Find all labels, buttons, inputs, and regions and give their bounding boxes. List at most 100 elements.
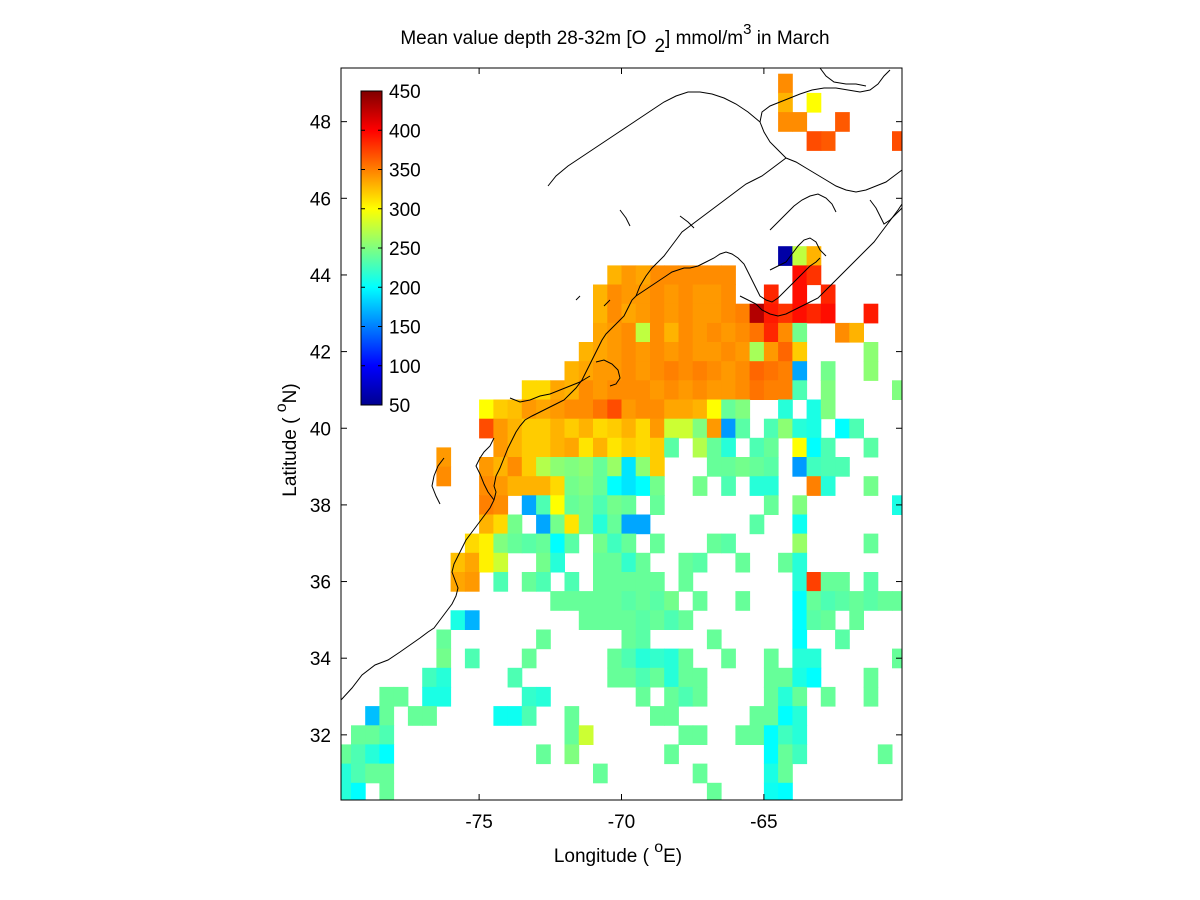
heatmap-cell bbox=[621, 322, 637, 343]
heatmap-cell bbox=[792, 457, 808, 477]
heatmap-cell bbox=[341, 782, 352, 800]
heatmap-cell bbox=[607, 418, 622, 439]
heatmap-cell bbox=[578, 476, 594, 496]
heatmap-cell bbox=[749, 457, 765, 477]
heatmap-cell bbox=[721, 418, 736, 439]
heatmap-cell bbox=[749, 476, 765, 496]
y-tick-label: 42 bbox=[310, 343, 331, 364]
ylabel-post: N) bbox=[280, 383, 301, 403]
heatmap-cell bbox=[820, 591, 836, 611]
heatmap-cell bbox=[678, 725, 694, 745]
heatmap-cell bbox=[479, 399, 494, 420]
heatmap-cell bbox=[820, 686, 836, 707]
heatmap-cell bbox=[706, 342, 722, 362]
heatmap-cell bbox=[394, 802, 409, 822]
heatmap-cell bbox=[778, 552, 793, 573]
heatmap-cell bbox=[621, 437, 637, 458]
heatmap-cell bbox=[706, 457, 722, 477]
heatmap-cell bbox=[806, 131, 822, 151]
heatmap-cell bbox=[464, 648, 480, 669]
heatmap-cell bbox=[621, 284, 637, 305]
heatmap-cell bbox=[763, 457, 779, 477]
heatmap-cell bbox=[621, 265, 637, 286]
heatmap-cell bbox=[521, 572, 537, 592]
heatmap-cell bbox=[806, 610, 822, 630]
heatmap-cell bbox=[536, 514, 551, 535]
heatmap-cell bbox=[706, 418, 722, 439]
heatmap-cell bbox=[578, 437, 594, 458]
heatmap-cell bbox=[536, 399, 551, 420]
heatmap-cell bbox=[692, 399, 708, 420]
heatmap-cell bbox=[678, 284, 694, 305]
heatmap-cell bbox=[863, 437, 879, 458]
heatmap-cell bbox=[778, 686, 793, 707]
heatmap-cell bbox=[650, 667, 665, 688]
heatmap-cell bbox=[650, 610, 665, 630]
heatmap-cell bbox=[351, 763, 366, 784]
heatmap-cell bbox=[635, 437, 651, 458]
heatmap-cell bbox=[692, 591, 708, 611]
heatmap-cell bbox=[379, 782, 395, 800]
heatmap-cell bbox=[621, 591, 637, 611]
y-tick-label: 36 bbox=[310, 573, 331, 594]
ylabel-degree: o bbox=[273, 403, 290, 412]
heatmap-cell bbox=[820, 476, 836, 496]
heatmap-cell bbox=[479, 514, 494, 535]
heatmap-cell bbox=[792, 322, 808, 343]
heatmap-cell bbox=[621, 648, 637, 669]
heatmap-cell bbox=[721, 457, 736, 477]
heatmap-cell bbox=[593, 437, 608, 458]
heatmap-cell bbox=[607, 552, 622, 573]
heatmap-cell bbox=[650, 648, 665, 669]
heatmap-cell bbox=[763, 686, 779, 707]
heatmap-cell bbox=[778, 361, 793, 381]
heatmap-cell bbox=[536, 552, 551, 573]
heatmap-cell bbox=[479, 495, 494, 515]
heatmap-cell bbox=[607, 514, 622, 535]
heatmap-cell bbox=[763, 495, 779, 515]
heatmap-cell bbox=[521, 476, 537, 496]
heatmap-cell bbox=[650, 418, 665, 439]
heatmap-cell bbox=[635, 552, 651, 573]
colorbar-tick-label: 450 bbox=[389, 82, 421, 103]
heatmap-cell bbox=[664, 342, 679, 362]
heatmap-cell bbox=[564, 437, 580, 458]
heatmap-cell bbox=[820, 572, 836, 592]
heatmap-cell bbox=[778, 667, 793, 688]
heatmap-cell bbox=[550, 591, 565, 611]
heatmap-cell bbox=[778, 706, 793, 726]
heatmap-cell bbox=[379, 725, 395, 745]
heatmap-cell bbox=[550, 552, 565, 573]
heatmap-cell bbox=[578, 342, 594, 362]
heatmap-cell bbox=[849, 610, 864, 630]
heatmap-cell bbox=[664, 667, 679, 688]
heatmap-cell bbox=[735, 303, 751, 324]
heatmap-cell bbox=[507, 476, 523, 496]
heatmap-cell bbox=[806, 667, 822, 688]
heatmap-cell bbox=[650, 399, 665, 420]
heatmap-cell bbox=[664, 686, 679, 707]
heatmap-cell bbox=[721, 380, 736, 400]
heatmap-cell bbox=[536, 572, 551, 592]
y-tick-label: 48 bbox=[310, 113, 331, 134]
title-main: Mean value depth 28-32m [O bbox=[400, 28, 646, 49]
heatmap-cell bbox=[778, 782, 793, 800]
heatmap-cell bbox=[507, 418, 523, 439]
heatmap-cell bbox=[678, 303, 694, 324]
y-tick-label: 34 bbox=[310, 649, 332, 670]
chart-title: Mean value depth 28-32m [O 2] mmol/m3 in … bbox=[400, 21, 829, 57]
heatmap-cell bbox=[607, 476, 622, 496]
heatmap-cell bbox=[820, 284, 836, 305]
heatmap-cell bbox=[650, 437, 665, 458]
x-axis-label: Longitude ( oE) bbox=[554, 839, 682, 867]
colorbar-tick-label: 200 bbox=[389, 278, 421, 299]
heatmap-cell bbox=[806, 648, 822, 669]
heatmap-cell bbox=[607, 667, 622, 688]
heatmap-cell bbox=[635, 686, 651, 707]
heatmap-cell bbox=[792, 572, 808, 592]
ylabel-pre: Latitude ( bbox=[280, 412, 301, 497]
heatmap-cell bbox=[763, 322, 779, 343]
heatmap-cell bbox=[664, 437, 679, 458]
heatmap-cell bbox=[892, 131, 902, 151]
